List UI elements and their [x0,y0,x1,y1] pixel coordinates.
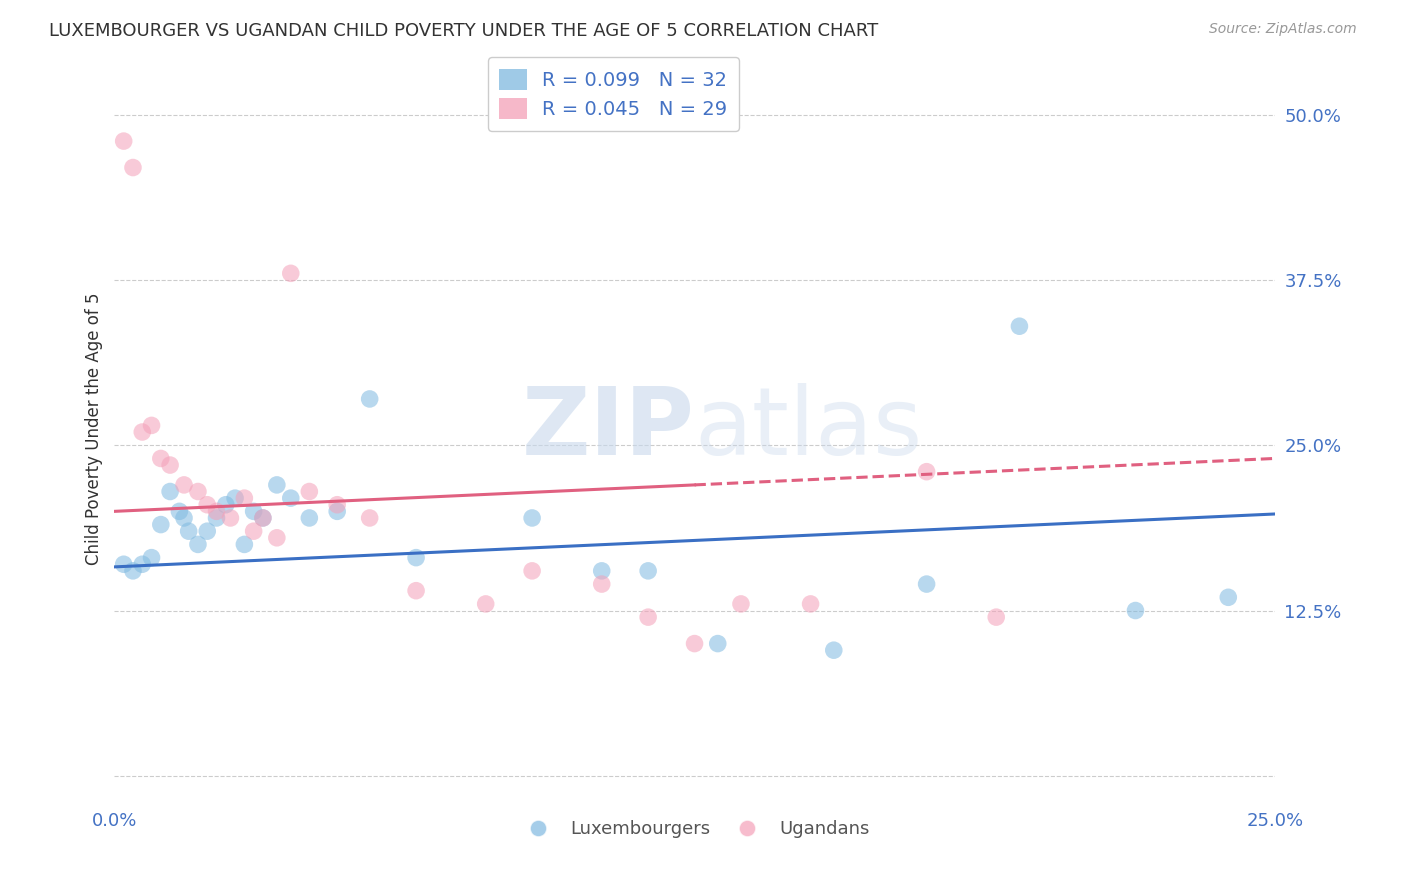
Point [266,531,288,545]
Point [112,134,135,148]
Point [683,637,706,651]
Point [187,537,209,551]
Point [520,511,543,525]
Point [224,491,246,505]
Point [800,597,823,611]
Point [1218,591,1240,605]
Point [637,564,659,578]
Point [233,537,256,551]
Point [131,558,153,572]
Point [242,504,264,518]
Point [149,517,172,532]
Point [1008,319,1031,334]
Point [173,478,195,492]
Point [823,643,845,657]
Point [242,524,264,539]
Point [298,484,321,499]
Point [195,498,218,512]
Point [915,577,938,591]
Point [215,498,238,512]
Point [195,524,218,539]
Text: atlas: atlas [695,383,922,475]
Point [173,511,195,525]
Point [405,550,427,565]
Text: LUXEMBOURGER VS UGANDAN CHILD POVERTY UNDER THE AGE OF 5 CORRELATION CHART: LUXEMBOURGER VS UGANDAN CHILD POVERTY UN… [49,22,879,40]
Point [131,425,153,439]
Point [280,266,302,280]
Point [187,484,209,499]
Point [405,583,427,598]
Point [591,577,613,591]
Point [252,511,274,525]
Point [219,511,242,525]
Point [159,458,181,472]
Point [298,511,321,525]
Text: ZIP: ZIP [522,383,695,475]
Point [359,392,381,406]
Point [915,465,938,479]
Point [169,504,191,518]
Point [986,610,1008,624]
Legend: Luxembourgers, Ugandans: Luxembourgers, Ugandans [513,814,876,846]
Point [122,564,145,578]
Point [326,498,349,512]
Point [359,511,381,525]
Point [1125,603,1147,617]
Point [591,564,613,578]
Point [730,597,752,611]
Point [205,504,228,518]
Point [637,610,659,624]
Point [149,451,172,466]
Point [141,418,163,433]
Point [141,550,163,565]
Point [706,637,728,651]
Point [177,524,200,539]
Text: Source: ZipAtlas.com: Source: ZipAtlas.com [1209,22,1357,37]
Point [205,511,228,525]
Point [280,491,302,505]
Point [326,504,349,518]
Point [520,564,543,578]
Point [252,511,274,525]
Point [474,597,496,611]
Point [112,558,135,572]
Point [159,484,181,499]
Point [122,161,145,175]
Point [266,478,288,492]
Y-axis label: Child Poverty Under the Age of 5: Child Poverty Under the Age of 5 [86,293,103,565]
Point [233,491,256,505]
